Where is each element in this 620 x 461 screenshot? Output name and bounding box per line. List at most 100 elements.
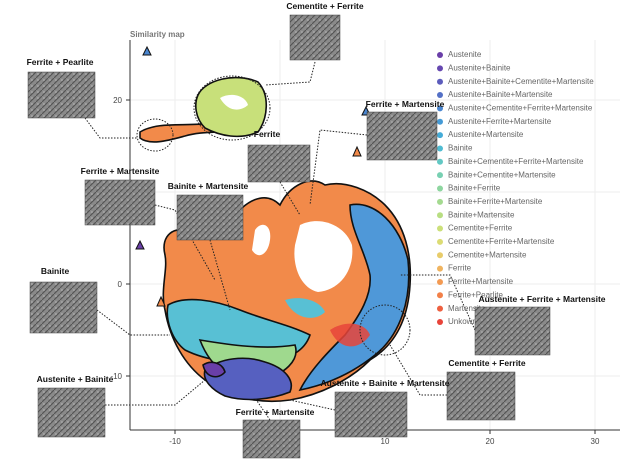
legend-swatch	[437, 132, 443, 139]
legend-label: Austenite+Bainite+Cementite+Martensite	[448, 77, 594, 86]
map-gap	[252, 224, 271, 256]
legend-label: Martensite	[448, 304, 486, 313]
legend-label: Bainite+Cementite+Martensite	[448, 170, 556, 179]
callout-label: Ferrite + Martensite	[81, 166, 160, 176]
callouts: Cementite + Ferrite Ferrite + Pearlite Fer…	[27, 1, 606, 459]
callout-label: Austenite + Ferrite + Martensite	[478, 294, 605, 304]
legend-label: Austenite+Bainite	[448, 63, 511, 72]
callout-label: Ferrite + Martensite	[236, 407, 315, 417]
legend-swatch	[437, 225, 443, 232]
leader	[254, 397, 271, 421]
micrograph	[446, 371, 516, 421]
legend-label: Unkown	[448, 317, 477, 326]
map-gap	[220, 94, 248, 110]
micrograph	[84, 179, 156, 226]
legend-swatch	[437, 305, 443, 312]
legend-swatch	[437, 65, 443, 72]
x-tick-label: 20	[486, 437, 495, 446]
legend-label: Cementite+Ferrite+Martensite	[448, 237, 555, 246]
y-tick-label: 0	[118, 280, 123, 289]
legend-swatch	[437, 252, 443, 259]
highlight	[359, 304, 411, 356]
micrograph	[242, 419, 301, 459]
plot-title: Similarity map	[130, 30, 185, 39]
leader	[84, 117, 138, 139]
callout-label: Cementite + Ferrite	[286, 1, 364, 11]
callout-label: Ferrite	[254, 129, 281, 139]
callout-label: Ferrite + Pearlite	[27, 57, 94, 67]
legend-label: Austenite+Martensite	[448, 130, 524, 139]
marker	[135, 239, 145, 250]
highlight	[193, 75, 271, 141]
x-tick-label: 10	[381, 437, 390, 446]
map-region	[298, 203, 410, 392]
highlight	[136, 118, 174, 152]
map-region	[285, 298, 325, 318]
legend-swatch	[437, 52, 443, 58]
leader	[309, 129, 368, 206]
callout-label: Austenite + Bainite + Martensite	[321, 378, 450, 388]
micrograph	[247, 144, 311, 183]
micrograph	[366, 111, 438, 161]
legend-swatch	[437, 145, 443, 152]
legend-label: Ferrite+Martensite	[448, 277, 514, 286]
legend-label: Ferrite+Pearlite	[448, 290, 503, 299]
legend-swatch	[437, 105, 443, 112]
leader	[400, 274, 476, 331]
x-tick-label: 30	[591, 437, 600, 446]
legend-swatch	[437, 278, 443, 285]
legend-swatch	[437, 198, 443, 205]
legend-label: Bainite+Martensite	[448, 210, 515, 219]
callout-label: Bainite	[41, 266, 70, 276]
micrograph	[27, 71, 96, 119]
leader	[264, 61, 316, 86]
legend-swatch	[437, 212, 443, 219]
legend-label: Austenite+Ferrite+Martensite	[448, 117, 552, 126]
micrograph	[29, 281, 98, 334]
callout-label: Ferrite + Martensite	[366, 99, 445, 109]
marker	[142, 45, 152, 56]
legend-swatch	[437, 158, 443, 165]
legend-label: Cementite+Ferrite	[448, 224, 513, 233]
legend: Austenite Austenite+Bainite Austenite+Bain…	[437, 50, 594, 326]
leader	[105, 379, 206, 406]
marker	[156, 295, 166, 307]
y-tick-label: -10	[110, 372, 122, 381]
legend-swatch	[437, 92, 443, 99]
micrograph	[334, 391, 408, 438]
legend-label: Bainite+Cementite+Ferrite+Martensite	[448, 157, 584, 166]
legend-label: Ferrite	[448, 264, 472, 273]
x-tick-label: -10	[169, 437, 181, 446]
map-region	[202, 361, 226, 378]
leader	[279, 181, 301, 216]
legend-swatch	[437, 118, 443, 125]
legend-swatch	[437, 172, 443, 179]
legend-label: Cementite+Martensite	[448, 250, 527, 259]
micrograph	[474, 306, 551, 356]
legend-swatch	[437, 292, 443, 299]
leader	[389, 344, 447, 396]
legend-swatch	[437, 319, 443, 325]
marker	[352, 145, 362, 157]
leader	[154, 204, 216, 281]
y-tick-label: 20	[113, 96, 122, 105]
legend-label: Austenite+Cementite+Ferrite+Martensite	[448, 104, 593, 113]
callout-label: Bainite + Martensite	[168, 181, 249, 191]
legend-swatch	[437, 185, 443, 192]
callout-label: Cementite + Ferrite	[448, 358, 526, 368]
leader	[209, 239, 231, 311]
micrograph	[176, 194, 244, 241]
map-gap	[294, 221, 353, 292]
legend-label: Bainite+Ferrite+Martensite	[448, 197, 543, 206]
micrograph	[37, 387, 106, 438]
map-region	[203, 357, 292, 401]
legend-label: Austenite+Bainite+Martensite	[448, 90, 553, 99]
legend-label: Austenite	[448, 50, 482, 59]
legend-swatch	[437, 78, 443, 85]
micrograph	[289, 14, 341, 61]
legend-swatch	[437, 265, 443, 272]
callout-label: Austenite + Bainite	[37, 374, 114, 384]
legend-swatch	[437, 238, 443, 245]
legend-label: Bainite	[448, 144, 473, 153]
